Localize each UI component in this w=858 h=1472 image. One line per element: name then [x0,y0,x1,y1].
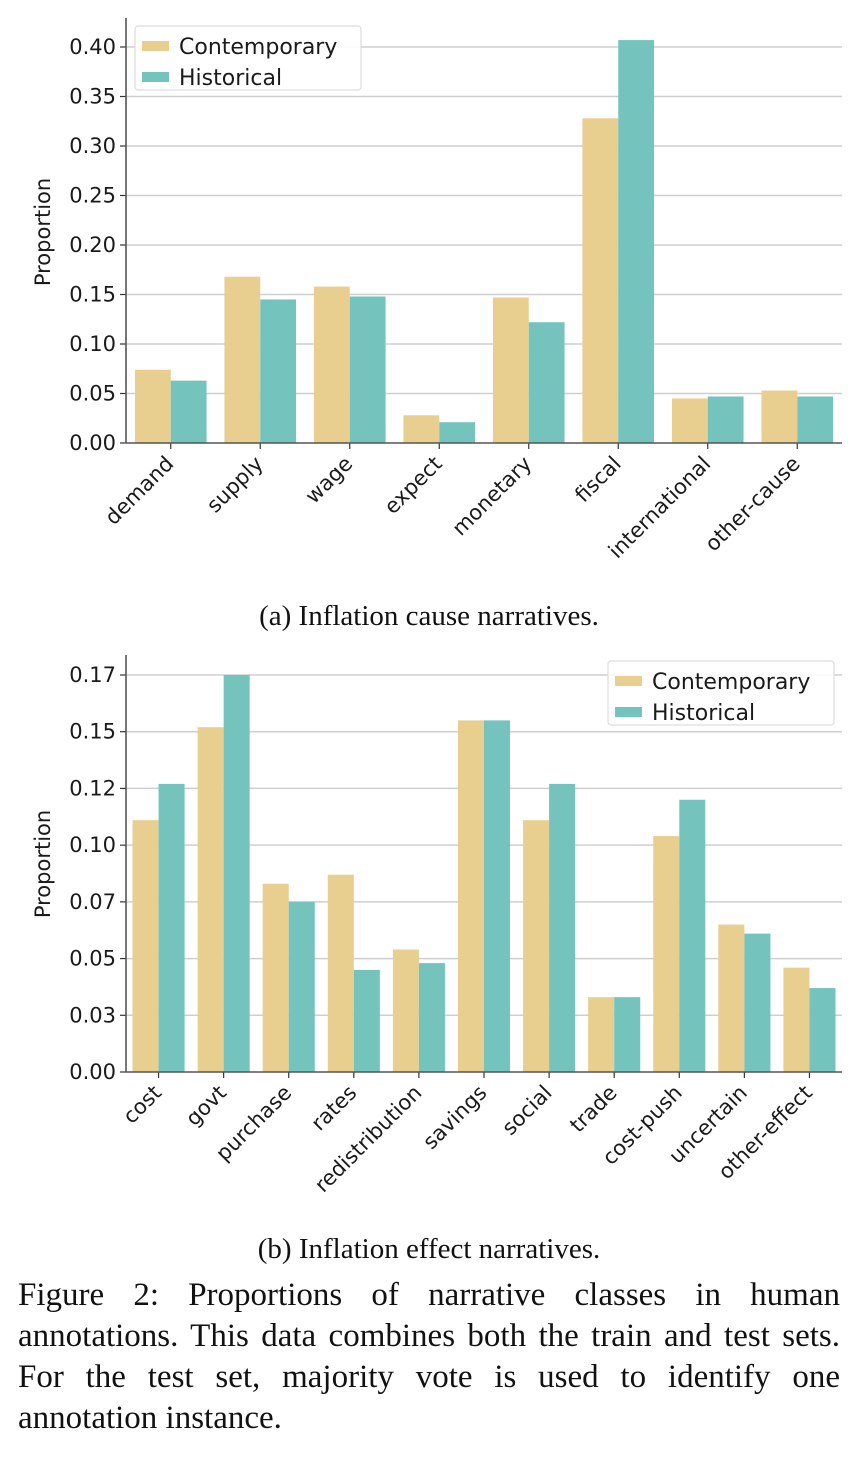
y-tick-label: 0.30 [69,134,116,158]
y-tick-label: 0.12 [69,776,116,800]
y-tick-label: 0.03 [69,1003,116,1027]
subcaption-b: (b) Inflation effect narratives. [257,1233,601,1265]
y-tick-label: 0.25 [69,184,116,208]
figure-caption: Figure 2: Proportions of narrative class… [18,1277,840,1436]
y-tick-label: 0.07 [69,890,116,914]
y-tick-label: 0.35 [69,85,116,109]
bar-historical-uncertain [744,933,771,1072]
legend-label-contemporary: Contemporary [179,35,337,60]
legend-box [134,25,362,91]
x-tick-label: rates [306,1081,361,1136]
bar-historical-cost [158,783,185,1072]
bar-historical-trade [614,997,641,1072]
bar-historical-cost-push [679,799,706,1072]
bar-contemporary-international [671,398,708,443]
bar-contemporary-trade [588,997,615,1072]
bar-contemporary-cost [132,820,159,1072]
bar-contemporary-other-cause [761,390,798,443]
y-tick-label: 0.17 [69,663,116,687]
subcaption-a: (a) Inflation cause narratives. [259,600,599,632]
y-tick-label: 0.00 [69,1060,116,1084]
bar-historical-redistribution [418,963,445,1072]
legend: Contemporary Historical [134,25,362,91]
bar-contemporary-fiscal [582,118,619,443]
bar-historical-other-effect [809,988,836,1072]
bar-historical-wage [349,296,386,443]
chart-inflation-cause: 0.000.050.100.150.200.250.300.350.40dema… [31,18,842,563]
y-tick-label: 0.10 [69,833,116,857]
bar-historical-govt [223,675,250,1072]
bar-contemporary-govt [197,727,224,1072]
bar-historical-fiscal [618,40,655,443]
bar-contemporary-cost-push [653,836,680,1072]
legend-swatch-historical [615,707,642,717]
bar-contemporary-other-effect [783,967,810,1072]
bar-historical-international [707,396,744,443]
x-tick-label: social [497,1081,556,1140]
bar-historical-savings [484,720,511,1072]
bar-contemporary-purchase [262,883,289,1072]
legend-label-contemporary: Contemporary [652,670,810,695]
legend-label-historical: Historical [179,66,282,91]
bar-contemporary-monetary [492,297,529,443]
y-axis-title: Proportion [31,810,55,918]
x-tick-label: govt [181,1081,231,1131]
y-tick-label: 0.40 [69,35,116,59]
bar-historical-demand [170,380,207,443]
bar-contemporary-social [523,820,550,1072]
bar-historical-other-cause [797,396,834,443]
y-tick-label: 0.00 [69,431,116,455]
bar-historical-purchase [288,901,315,1072]
y-tick-label: 0.10 [69,332,116,356]
legend-label-historical: Historical [652,701,755,726]
chart-inflation-effect: 0.00 0.03 0.05 0.07 0.10 0.12 0.15 0.17 cost govt… [31,655,842,1197]
x-tick-label: cost [118,1081,166,1129]
bar-contemporary-demand [134,369,171,443]
y-tick-label: 0.05 [69,947,116,971]
legend: Contemporary Historical [607,660,835,726]
bar-historical-social [549,783,576,1072]
bar-historical-monetary [528,322,565,443]
x-tick-label: savings [418,1081,491,1154]
bar-historical-supply [260,299,297,443]
legend-swatch-historical [142,72,169,82]
x-tick-label: trade [565,1081,622,1138]
legend-swatch-contemporary [615,676,642,686]
y-tick-label: 0.20 [69,233,116,257]
legend-swatch-contemporary [142,41,169,51]
bar-contemporary-redistribution [392,949,419,1072]
bar-contemporary-uncertain [718,924,745,1072]
y-tick-label: 0.15 [69,720,116,744]
bar-historical-expect [439,422,476,443]
y-tick-label: 0.05 [69,382,116,406]
y-tick-label: 0.15 [69,283,116,307]
bar-contemporary-supply [224,276,261,443]
bar-historical-rates [353,969,380,1072]
legend-box [607,660,835,726]
bar-contemporary-rates [327,874,354,1072]
bar-contemporary-wage [313,286,350,443]
y-axis-title: Proportion [31,178,55,286]
bar-contemporary-expect [403,415,440,443]
bar-contemporary-savings [457,720,484,1072]
